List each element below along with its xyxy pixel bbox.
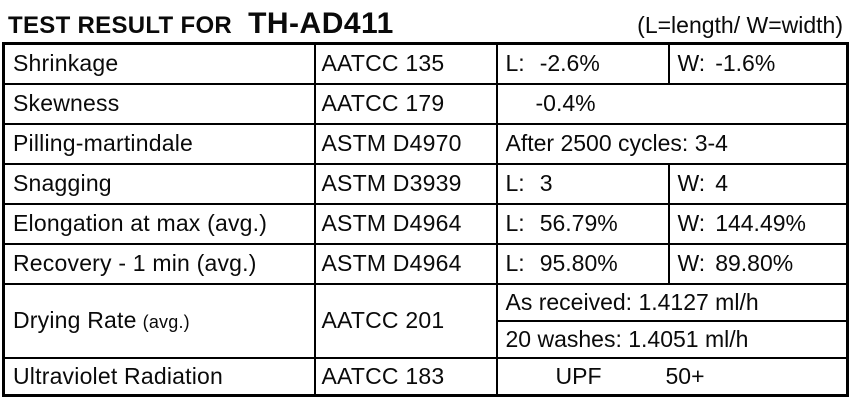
length-value-cell: L: 3 (495, 162, 670, 205)
width-value: 89.80% (715, 250, 794, 276)
standard-cell: ASTM D4964 (313, 242, 498, 285)
width-label: W: (677, 50, 706, 77)
table-row-ultraviolet: Ultraviolet Radiation AATCC 183 UPF 50+ (2, 356, 849, 397)
width-value: 144.49% (715, 210, 806, 236)
table-row-pilling: Pilling-martindale ASTM D4970 After 2500… (2, 122, 849, 165)
length-label: L: (505, 170, 525, 196)
width-value-cell: W: 144.49% (667, 202, 849, 245)
result-value-cell: -0.4% (495, 82, 849, 125)
length-value: 56.79% (539, 210, 618, 236)
test-results-table: Shrinkage AATCC 135 L: -2.6% W: -1.6% Skew… (2, 42, 849, 397)
width-label: W: (677, 170, 706, 196)
length-label: L: (505, 210, 525, 236)
table-row-skewness: Skewness AATCC 179 -0.4% (2, 82, 849, 125)
test-name-cell: Ultraviolet Radiation (2, 356, 316, 397)
page-header: TEST RESULT FOR TH-AD411 (L=length/ W=wi… (0, 0, 851, 41)
as-received-value-cell: As received: 1.4127 ml/h (495, 282, 849, 322)
table-row-recovery: Recovery - 1 min (avg.) ASTM D4964 L: 95.… (2, 242, 849, 285)
width-value-cell: W: -1.6% (667, 42, 849, 85)
standard-cell: ASTM D4964 (313, 202, 498, 245)
standard-cell: AATCC 183 (313, 356, 498, 397)
length-label: L: (505, 50, 525, 77)
length-width-legend: (L=length/ W=width) (637, 12, 843, 38)
length-label: L: (505, 250, 525, 276)
width-label: W: (677, 210, 706, 236)
standard-cell: AATCC 201 (313, 282, 498, 359)
standard-cell: ASTM D4970 (313, 122, 498, 165)
length-value-cell: L: -2.6% (495, 42, 670, 85)
test-name-cell: Elongation at max (avg.) (2, 202, 316, 245)
standard-cell: AATCC 135 (313, 42, 498, 85)
table-row-drying-rate: Drying Rate (avg.) AATCC 201 As received:… (2, 282, 849, 359)
test-name-cell: Drying Rate (avg.) (2, 282, 316, 359)
test-name-cell: Shrinkage (2, 42, 316, 85)
product-code: TH-AD411 (248, 7, 394, 40)
upf-label: UPF (555, 362, 602, 389)
length-value: 95.80% (539, 250, 618, 276)
standard-cell: ASTM D3939 (313, 162, 498, 205)
length-value-cell: L: 56.79% (495, 202, 670, 245)
width-value: -1.6% (715, 50, 776, 77)
test-name-cell: Recovery - 1 min (avg.) (2, 242, 316, 285)
test-name-cell: Snagging (2, 162, 316, 205)
length-value: -2.6% (539, 50, 600, 77)
upf-value-cell: UPF 50+ (495, 356, 849, 397)
result-value-cell: After 2500 cycles: 3-4 (495, 122, 849, 165)
table-row-shrinkage: Shrinkage AATCC 135 L: -2.6% W: -1.6% (2, 42, 849, 85)
width-label: W: (677, 250, 706, 276)
test-name-cell: Skewness (2, 82, 316, 125)
table-row-elongation: Elongation at max (avg.) ASTM D4964 L: 56… (2, 202, 849, 245)
width-value-cell: W: 89.80% (667, 242, 849, 285)
width-value-cell: W: 4 (667, 162, 849, 205)
page-title: TEST RESULT FOR (8, 12, 233, 39)
width-value: 4 (715, 170, 728, 196)
test-name: Drying Rate (13, 307, 137, 333)
test-name-suffix: (avg.) (142, 312, 190, 332)
test-name-cell: Pilling-martindale (2, 122, 316, 165)
length-value-cell: L: 95.80% (495, 242, 670, 285)
standard-cell: AATCC 179 (313, 82, 498, 125)
washed-value-cell: 20 washes: 1.4051 ml/h (495, 319, 849, 359)
table-row-drying-rate-washed: 20 washes: 1.4051 ml/h (4, 319, 849, 359)
length-value: 3 (539, 170, 553, 196)
table-row-snagging: Snagging ASTM D3939 L: 3 W: 4 (2, 162, 849, 205)
upf-value: 50+ (665, 362, 705, 389)
